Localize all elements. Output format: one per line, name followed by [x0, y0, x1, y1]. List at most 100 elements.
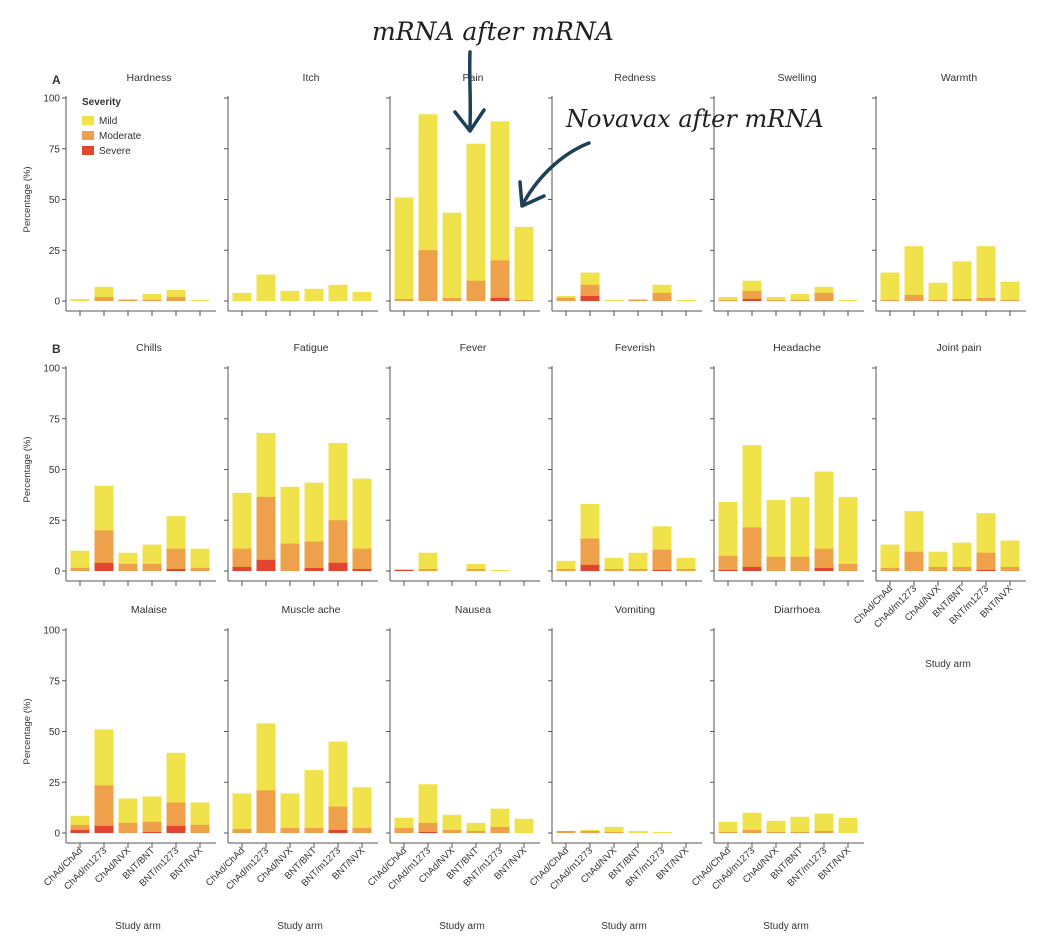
bar-moderate-chad-m1273 — [904, 551, 924, 571]
bar-moderate-chad-chad — [556, 568, 576, 571]
y-tick-label: 50 — [49, 727, 61, 738]
bar-mild-bnt-bnt — [304, 288, 324, 301]
bar-moderate-chad-nvx — [604, 568, 624, 571]
bar-severe-bnt-m1273 — [490, 297, 510, 301]
bar-mild-bnt-nvx — [190, 548, 210, 571]
y-tick-label: 75 — [49, 144, 61, 155]
bar-mild-bnt-nvx — [514, 818, 534, 833]
y-tick-label: 25 — [49, 778, 61, 789]
bar-moderate-chad-chad — [394, 827, 414, 833]
bar-mild-chad-nvx — [928, 282, 948, 301]
bar-moderate-chad-nvx — [766, 831, 786, 833]
x-axis-label: Study arm — [763, 921, 809, 932]
panel-redness: Redness — [548, 72, 702, 316]
bar-moderate-chad-chad — [394, 298, 414, 301]
panel-fever: Fever — [386, 342, 540, 586]
x-axis-label: Study arm — [601, 921, 647, 932]
bar-moderate-chad-chad — [880, 567, 900, 571]
panel-letter-b: B — [52, 342, 61, 356]
bar-moderate-bnt-bnt — [142, 821, 162, 833]
bar-mild-bnt-nvx — [352, 291, 372, 301]
panel-title: Warmth — [941, 72, 978, 84]
y-tick-label: 100 — [43, 364, 60, 375]
bar-mild-bnt-nvx — [838, 496, 858, 571]
bar-mild-chad-chad — [556, 560, 576, 571]
bar-mild-chad-nvx — [604, 557, 624, 571]
y-tick-label: 50 — [49, 195, 61, 206]
bar-mild-bnt-nvx — [676, 299, 696, 301]
bar-moderate-chad-nvx — [766, 556, 786, 571]
panel-diarrhoea: DiarrhoeaChAd/ChAdChAd/m1273ChAd/NVXBNT/… — [690, 604, 864, 932]
bar-mild-chad-m1273 — [742, 812, 762, 833]
bar-severe-chad-chad — [394, 569, 414, 571]
bar-severe-chad-m1273 — [256, 559, 276, 571]
bar-moderate-bnt-m1273 — [328, 520, 348, 571]
arrow-head-down — [453, 108, 486, 133]
y-tick-label: 75 — [49, 676, 61, 687]
panel-nausea: NauseaChAd/ChAdChAd/m1273ChAd/NVXBNT/BNT… — [366, 604, 540, 932]
bar-mild-bnt-bnt — [466, 143, 486, 301]
y-tick-label: 75 — [49, 414, 61, 425]
bar-moderate-chad-nvx — [766, 299, 786, 301]
bar-moderate-chad-nvx — [442, 829, 462, 833]
panel-joint-pain: Joint painChAd/ChAdChAd/m1273ChAd/NVXBNT… — [852, 342, 1026, 670]
y-tick-label: 100 — [43, 626, 60, 637]
bar-moderate-chad-chad — [718, 299, 738, 301]
panel-title: Nausea — [455, 604, 491, 616]
bar-mild-chad-nvx — [766, 499, 786, 571]
bar-mild-chad-chad — [880, 544, 900, 571]
bar-moderate-chad-chad — [232, 828, 252, 833]
bar-moderate-bnt-m1273 — [814, 548, 834, 571]
bar-severe-chad-m1273 — [580, 295, 600, 301]
bar-mild-bnt-nvx — [838, 299, 858, 301]
bar-moderate-bnt-nvx — [838, 563, 858, 571]
bar-moderate-chad-chad — [718, 831, 738, 833]
bar-mild-chad-chad — [718, 296, 738, 301]
y-tick-label: 0 — [54, 567, 60, 578]
bar-severe-bnt-bnt — [142, 831, 162, 833]
bar-moderate-bnt-nvx — [352, 548, 372, 571]
bar-mild-bnt-m1273 — [166, 289, 186, 301]
bar-moderate-chad-nvx — [928, 566, 948, 571]
bar-moderate-chad-m1273 — [418, 568, 438, 571]
bar-moderate-chad-nvx — [118, 563, 138, 571]
annotation-text-mrna-after-mrna: mRNA after mRNA — [372, 17, 614, 46]
bar-mild-bnt-m1273 — [328, 284, 348, 301]
legend: Severity Mild Moderate Severe — [82, 97, 142, 157]
bar-mild-chad-chad — [232, 292, 252, 301]
bar-moderate-chad-nvx — [928, 299, 948, 301]
bar-moderate-bnt-bnt — [142, 563, 162, 571]
bar-moderate-chad-chad — [70, 567, 90, 571]
panel-warmth: Warmth — [872, 72, 1026, 316]
bar-mild-bnt-nvx — [514, 226, 534, 301]
bar-moderate-bnt-m1273 — [490, 260, 510, 301]
bar-mild-bnt-bnt — [790, 816, 810, 833]
bar-moderate-chad-chad — [556, 830, 576, 833]
bar-mild-bnt-nvx — [1000, 540, 1020, 571]
bar-severe-chad-chad — [70, 829, 90, 833]
bar-mild-chad-chad — [718, 821, 738, 833]
bar-mild-bnt-m1273 — [652, 831, 672, 833]
bar-mild-chad-chad — [70, 550, 90, 571]
y-tick-label: 25 — [49, 246, 61, 257]
bar-mild-chad-m1273 — [256, 274, 276, 301]
bar-moderate-chad-m1273 — [94, 785, 114, 833]
bar-moderate-chad-chad — [880, 299, 900, 301]
bar-moderate-bnt-m1273 — [166, 296, 186, 301]
bar-moderate-bnt-m1273 — [652, 292, 672, 301]
panel-title: Fever — [460, 342, 487, 354]
bar-mild-chad-nvx — [766, 296, 786, 301]
bar-mild-bnt-nvx — [352, 787, 372, 833]
bar-moderate-bnt-nvx — [190, 824, 210, 833]
annotation-mrna-after-mrna: mRNA after mRNA — [372, 17, 614, 133]
bar-moderate-bnt-m1273 — [328, 806, 348, 833]
legend-title: Severity — [82, 97, 121, 108]
bar-mild-bnt-bnt — [628, 830, 648, 833]
bar-moderate-bnt-nvx — [514, 299, 534, 301]
bar-severe-bnt-nvx — [352, 568, 372, 571]
bar-moderate-bnt-nvx — [190, 567, 210, 571]
bar-mild-chad-chad — [232, 793, 252, 833]
bar-mild-bnt-bnt — [952, 542, 972, 571]
panel-feverish: Feverish — [548, 342, 702, 586]
